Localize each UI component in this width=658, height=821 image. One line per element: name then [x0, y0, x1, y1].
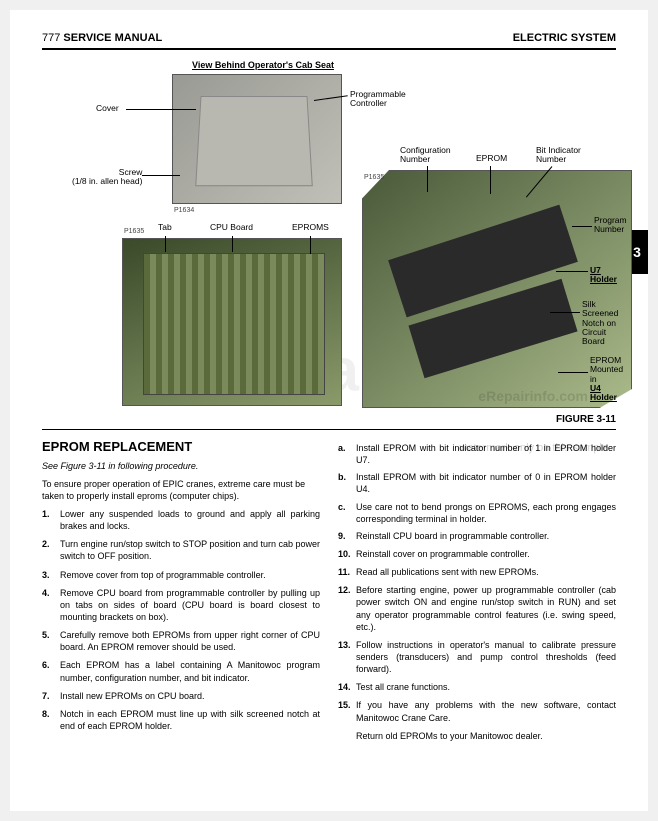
steps-list-left: Lower any suspended loads to ground and …: [42, 508, 320, 732]
step: Follow instructions in operator's manual…: [338, 639, 616, 675]
header-left: 777 SERVICE MANUAL: [42, 32, 162, 44]
final-note: Return old EPROMs to your Manitowoc deal…: [338, 730, 616, 742]
step: Reinstall CPU board in programmable cont…: [338, 530, 616, 542]
callout-bit-indicator: Bit Indicator Number: [536, 146, 581, 165]
fig-ref: P1635: [364, 174, 384, 181]
header-section: ELECTRIC SYSTEM: [513, 32, 616, 44]
page-header: 777 SERVICE MANUAL ELECTRIC SYSTEM: [42, 32, 616, 50]
step: Carefully remove both EPROMs from upper …: [42, 629, 320, 653]
figure-area: View Behind Operator's Cab Seat Cover Sc…: [42, 60, 616, 430]
step: Remove cover from top of programmable co…: [42, 569, 320, 581]
leader-line: [572, 226, 592, 227]
step: Install new EPROMs on CPU board.: [42, 690, 320, 702]
step: Each EPROM has a label containing A Mani…: [42, 659, 320, 683]
photo-cab-seat: [172, 74, 342, 204]
substeps-list: a.Install EPROM with bit indicator numbe…: [338, 442, 616, 525]
figure-label: FIGURE 3-11: [556, 414, 616, 425]
step: Lower any suspended loads to ground and …: [42, 508, 320, 532]
model-number: 777: [42, 32, 60, 44]
leader-line: [232, 236, 233, 252]
section-title: EPROM REPLACEMENT: [42, 438, 320, 456]
photo-cpu-board: [122, 238, 342, 406]
see-figure-ref: See Figure 3-11 in following procedure.: [42, 460, 320, 472]
callout-screw: Screw (1/8 in. allen head): [72, 168, 142, 187]
watermark-link: eRepairinfo.com: [478, 388, 588, 404]
right-column: a.Install EPROM with bit indicator numbe…: [338, 438, 616, 742]
leader-line: [556, 271, 588, 272]
step: If you have any problems with the new so…: [338, 699, 616, 723]
callout-u4-holder: EPROM Mounted in U4 Holder: [590, 356, 623, 403]
step: Notch in each EPROM must line up with si…: [42, 708, 320, 732]
callout-config-number: Configuration Number: [400, 146, 451, 165]
fig-ref: P1634: [174, 207, 194, 214]
callout-eprom: EPROM: [476, 154, 507, 163]
leader-line: [310, 236, 311, 254]
step: Test all crane functions.: [338, 681, 616, 693]
body-text: EPROM REPLACEMENT See Figure 3-11 in fol…: [42, 438, 616, 742]
intro-text: To ensure proper operation of EPIC crane…: [42, 478, 320, 502]
leader-line: [165, 236, 166, 252]
callout-cover: Cover: [96, 104, 119, 113]
callout-eproms: EPROMS: [292, 223, 329, 232]
substep: a.Install EPROM with bit indicator numbe…: [338, 442, 616, 466]
manual-title: SERVICE MANUAL: [63, 32, 162, 44]
callout-cpu-board: CPU Board: [210, 223, 253, 232]
step: Remove CPU board from programmable contr…: [42, 587, 320, 623]
manual-page: 777 SERVICE MANUAL ELECTRIC SYSTEM 3 Man…: [10, 10, 648, 811]
callout-prog-controller: Programmable Controller: [350, 90, 406, 109]
leader-line: [550, 312, 580, 313]
callout-silk-screen: Silk Screened Notch on Circuit Board: [582, 300, 618, 347]
leader-line: [142, 175, 180, 176]
callout-u7-holder: U7 Holder: [590, 266, 617, 285]
callout-program-number: Program Number: [594, 216, 627, 235]
step: Reinstall cover on programmable controll…: [338, 548, 616, 560]
leader-line: [490, 166, 491, 194]
substep: c.Use care not to bend prongs on EPROMS,…: [338, 501, 616, 525]
substep: b.Install EPROM with bit indicator numbe…: [338, 471, 616, 495]
leader-line: [427, 166, 428, 192]
leader-line: [126, 109, 196, 110]
figure-top-caption: View Behind Operator's Cab Seat: [192, 60, 334, 70]
steps-list-right: Reinstall CPU board in programmable cont…: [338, 530, 616, 724]
left-column: EPROM REPLACEMENT See Figure 3-11 in fol…: [42, 438, 320, 742]
leader-line: [558, 372, 588, 373]
fig-ref: P1635: [124, 228, 144, 235]
callout-tab: Tab: [158, 223, 172, 232]
step: Turn engine run/stop switch to STOP posi…: [42, 538, 320, 562]
step: Read all publications sent with new EPRO…: [338, 566, 616, 578]
step: Before starting engine, power up program…: [338, 584, 616, 633]
